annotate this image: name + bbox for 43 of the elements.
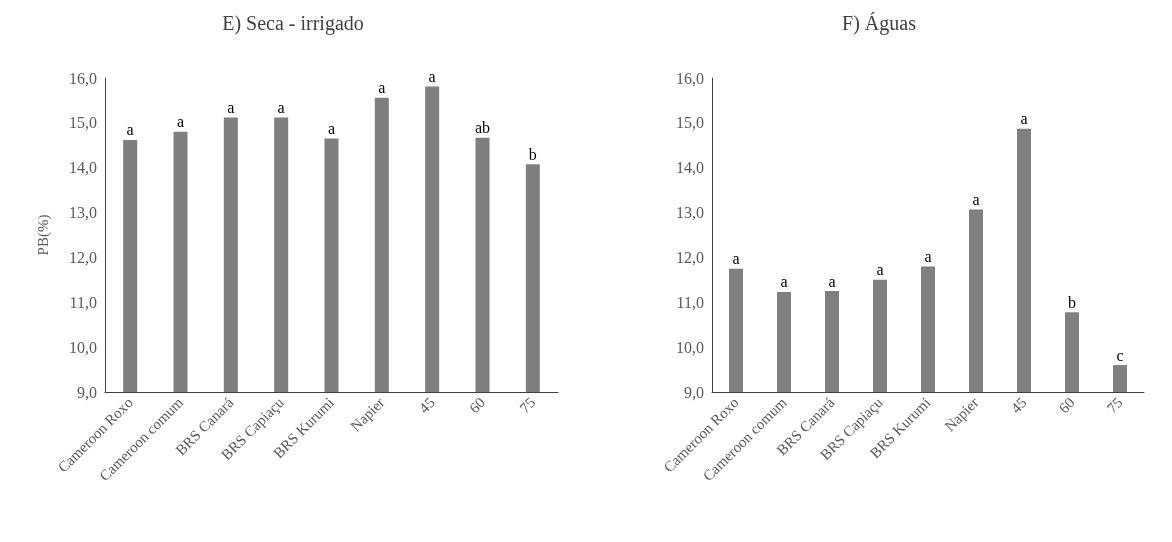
data-label: a xyxy=(327,120,336,138)
y-tick-label: 11,0 xyxy=(69,293,97,311)
data-label: ab xyxy=(474,119,491,137)
y-tick-label: 11,0 xyxy=(676,293,704,311)
y-tick-label: 10,0 xyxy=(69,338,97,356)
y-tick-label: 13,0 xyxy=(69,204,97,222)
x-tick-label: 45 xyxy=(415,394,438,417)
data-label: a xyxy=(378,79,386,97)
data-label: a xyxy=(876,261,884,279)
y-tick-label: 14,0 xyxy=(676,159,704,177)
y-axis-title: PB(%) xyxy=(34,214,52,256)
x-tick-label: 75 xyxy=(1103,394,1126,417)
chart-title: F) Águas xyxy=(842,12,917,35)
chart-title: E) Seca - irrigado xyxy=(222,12,364,35)
y-tick-label: 12,0 xyxy=(69,248,97,266)
x-tick-label: 75 xyxy=(516,394,539,417)
y-tick-label: 16,0 xyxy=(69,69,97,87)
data-label: a xyxy=(1020,110,1028,128)
y-tick-label: 13,0 xyxy=(676,204,704,222)
data-label: c xyxy=(1116,346,1124,364)
data-label: a xyxy=(227,98,235,116)
data-label: a xyxy=(972,190,980,208)
y-tick-label: 15,0 xyxy=(69,114,97,132)
x-tick-label: 60 xyxy=(1055,394,1078,417)
y-tick-label: 14,0 xyxy=(69,159,97,177)
x-tick-label: 60 xyxy=(466,394,489,417)
data-label: a xyxy=(732,250,740,268)
y-tick-label: 15,0 xyxy=(676,114,704,132)
data-label: a xyxy=(828,272,836,290)
y-tick-label: 9,0 xyxy=(684,383,704,401)
data-label: a xyxy=(126,121,134,139)
data-label: a xyxy=(924,247,932,265)
data-label: a xyxy=(277,98,285,116)
y-tick-label: 10,0 xyxy=(676,338,704,356)
y-tick-label: 12,0 xyxy=(676,248,704,266)
data-label: a xyxy=(176,113,185,131)
data-label: b xyxy=(528,145,537,163)
data-label: b xyxy=(1068,293,1076,311)
data-label: a xyxy=(428,68,436,86)
y-tick-label: 9,0 xyxy=(77,383,97,401)
y-tick-label: 16,0 xyxy=(676,69,704,87)
x-tick-label: 45 xyxy=(1007,394,1030,417)
data-label: a xyxy=(780,273,788,291)
